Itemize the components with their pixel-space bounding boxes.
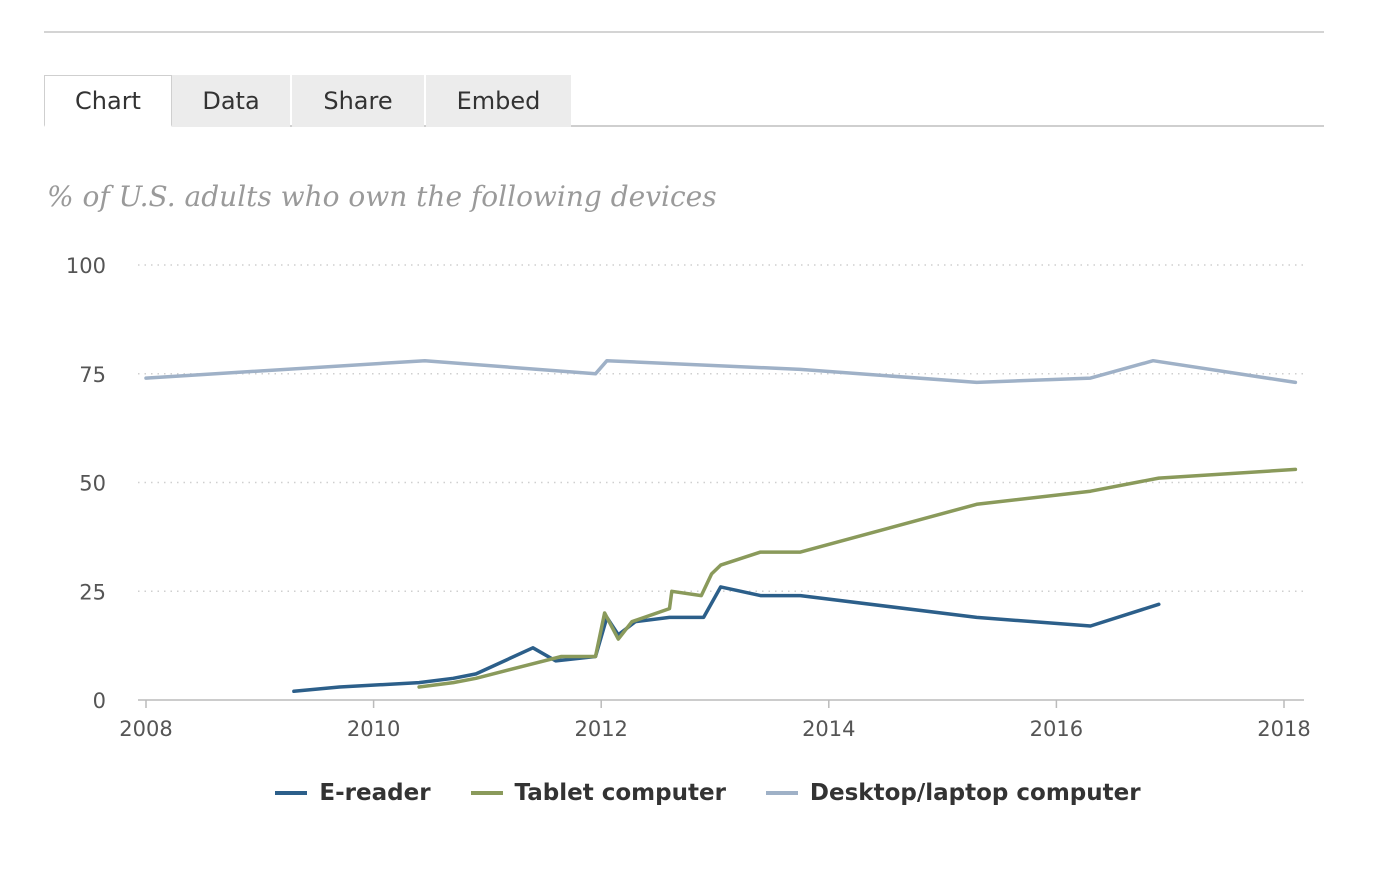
y-tick-label: 50	[79, 472, 106, 496]
chart-subtitle: % of U.S. adults who own the following d…	[47, 180, 717, 213]
legend-swatch-desktop	[765, 791, 798, 795]
x-tick-label: 2014	[802, 717, 855, 741]
y-tick-label: 25	[79, 580, 106, 604]
y-tick-label: 75	[79, 363, 106, 387]
chart-legend: E-reader Tablet computer Desktop/laptop …	[0, 775, 1396, 811]
series-line-e-reader	[292, 585, 1161, 694]
series-lines	[144, 358, 1298, 694]
top-divider	[44, 31, 1324, 33]
legend-item-tablet: Tablet computer	[470, 780, 726, 806]
chart-tabs: Chart Data Share Embed	[44, 75, 1324, 127]
series-line-desktop-laptop-computer	[144, 358, 1298, 385]
series-line-tablet-computer	[417, 467, 1298, 689]
x-tick-label: 2016	[1030, 717, 1083, 741]
x-tick-label: 2018	[1257, 717, 1310, 741]
tab-share[interactable]: Share	[292, 75, 424, 127]
axes: 0 25 50 75 100 2008 2010 2012 2014 2016 2018	[66, 254, 1311, 741]
legend-label-ereader: E-reader	[319, 780, 431, 806]
legend-item-ereader: E-reader	[275, 780, 431, 806]
y-tick-label: 100	[66, 254, 106, 278]
tab-embed[interactable]: Embed	[426, 75, 571, 127]
legend-swatch-tablet	[470, 791, 503, 795]
grid	[138, 264, 1304, 592]
legend-swatch-ereader	[275, 791, 308, 795]
x-tick-label: 2008	[119, 717, 172, 741]
legend-label-desktop: Desktop/laptop computer	[809, 780, 1141, 806]
legend-label-tablet: Tablet computer	[514, 780, 726, 806]
x-tick-label: 2012	[574, 717, 627, 741]
tab-data[interactable]: Data	[172, 75, 290, 127]
y-tick-label: 0	[93, 689, 106, 713]
tab-chart[interactable]: Chart	[44, 75, 172, 127]
legend-item-desktop: Desktop/laptop computer	[765, 780, 1141, 806]
x-tick-label: 2010	[347, 717, 400, 741]
